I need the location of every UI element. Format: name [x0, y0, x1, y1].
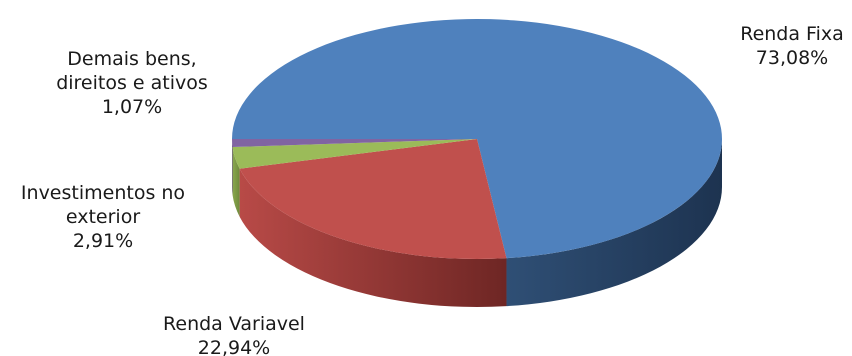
pie-slice-investimentos-no-exterior [232, 139, 477, 169]
pie-slice-side-3 [232, 147, 240, 217]
pie-slice-renda-fixa [232, 19, 722, 259]
data-label-3: Investimentos no exterior 2,91% [21, 182, 185, 252]
data-label-1: Renda Fixa 73,08% [740, 23, 844, 69]
pie-slice-renda-variavel [239, 139, 507, 259]
pie-slice-demais-bens-direitos-e-ativos [232, 139, 477, 148]
pie-slice-side-1 [506, 139, 722, 307]
data-label-2: Renda Variavel 22,94% [163, 313, 305, 356]
pie-slice-side-4 [232, 139, 233, 196]
pie-slice-side-2 [239, 168, 507, 307]
data-label-4: Demais bens, direitos e ativos 1,07% [56, 48, 208, 118]
